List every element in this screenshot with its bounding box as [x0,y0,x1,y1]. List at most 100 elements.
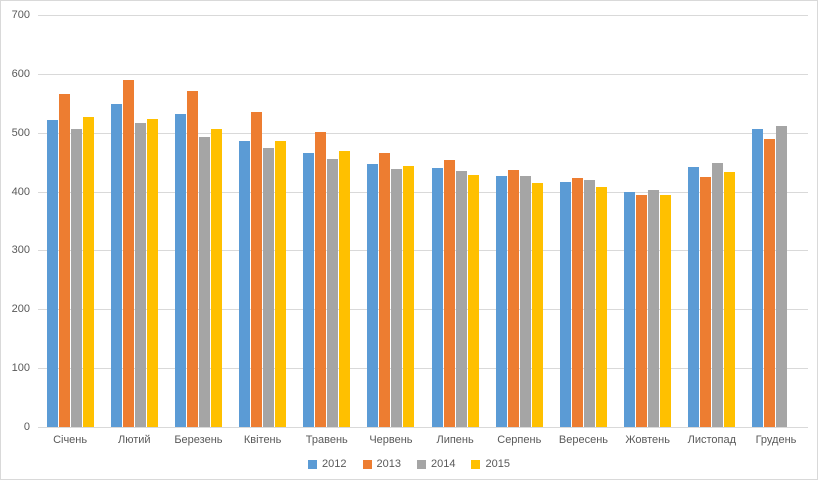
y-tick-label: 700 [11,9,30,21]
bar-2014 [327,159,339,427]
bar-2014 [776,126,788,427]
bar-2013 [379,152,391,427]
gridline-400 [38,191,808,193]
legend-label-2012: 2012 [322,458,347,470]
gridline-300 [38,250,808,252]
bar-2013 [764,139,776,427]
bar-2014 [134,122,146,427]
bar-2013 [507,170,519,427]
x-tick-label: Січень [53,434,88,446]
bar-group-Січень [38,15,102,427]
gridline-600 [38,73,808,75]
legend-item-2014: 2014 [417,457,455,471]
bar-2013 [186,90,198,427]
bar-2014 [198,136,210,427]
bar-2012 [559,181,571,427]
bar-2012 [624,191,636,427]
bar-group-Липень [423,15,487,427]
bar-2015 [146,118,158,427]
x-tick-label: Листопад [687,434,736,446]
gridline-100 [38,368,808,370]
y-tick-label: 600 [11,67,30,80]
legend-label-2013: 2013 [376,458,401,470]
y-tick-label: 100 [11,362,30,375]
bar-group-Вересень [551,15,615,427]
bar-group-Березень [166,15,230,427]
x-tick-label: Березень [174,434,223,446]
bar-2012 [688,167,700,427]
bar-group-Травень [295,15,359,427]
bar-group-Жовтень [616,15,680,427]
legend-marker-2014 [417,459,426,469]
bar-2014 [648,189,660,427]
bar-2012 [110,104,122,427]
bar-2015 [660,195,672,427]
x-tick-label: Лютий [117,434,151,446]
bar-group-Серпень [487,15,551,427]
bar-2014 [391,169,403,427]
gridline-700 [38,15,808,16]
bar-2013 [700,177,712,427]
gridline-500 [38,132,808,134]
y-tick-label: 0 [23,421,30,433]
bar-groups [38,15,808,427]
legend-marker-2013 [362,459,372,469]
bar-2013 [251,111,263,427]
y-tick-label: 200 [11,303,30,316]
bar-2015 [403,166,415,427]
x-tick-label: Травень [305,434,348,446]
bar-2015 [724,172,736,427]
bar-group-Червень [359,15,423,427]
bar-2015 [467,175,479,427]
bar-2014 [70,129,82,427]
bar-2013 [315,131,327,427]
bar-2015 [275,140,287,427]
legend: 2012 2013 2014 2015 [0,457,818,471]
bar-2014 [263,148,275,427]
legend-marker-2012 [308,459,318,469]
x-axis-labels: Січень Лютий Березень Квітень Травень Червень… [38,433,808,447]
bar-2013 [443,160,455,427]
bar-2012 [239,140,251,427]
bar-group-Грудень [744,15,808,427]
bar-2015 [210,128,222,427]
bar-2013 [571,178,583,427]
bar-2012 [495,175,507,427]
bar-2013 [636,195,648,427]
bar-group-Лютий [102,15,166,427]
legend-label-2015: 2015 [485,458,510,470]
legend-label-2014: 2014 [431,458,456,470]
bar-2012 [367,163,379,427]
legend-item-2013: 2013 [362,457,401,471]
y-tick-label: 400 [11,185,30,198]
bar-2014 [455,170,467,427]
legend-marker-2015 [471,459,481,469]
x-tick-label: Серпень [497,434,542,446]
legend-item-2015: 2015 [471,457,510,471]
x-tick-label: Квітень [243,434,282,446]
bar-2012 [752,129,764,427]
y-tick-label: 500 [11,126,30,139]
bar-2015 [82,117,94,427]
gridline-0 [38,427,808,428]
bar-group-Листопад [680,15,744,427]
plot-area [38,15,808,428]
gridlines [38,15,808,428]
bar-2013 [122,79,134,427]
gridline-200 [38,309,808,311]
bar-2015 [339,150,351,427]
bar-2012 [174,113,186,427]
x-tick-label: Грудень [755,434,797,446]
bar-2012 [46,119,58,427]
bar-group-Квітень [231,15,295,427]
x-tick-label: Вересень [558,434,609,446]
bar-2014 [583,180,595,427]
bar-2015 [595,186,607,427]
bar-2012 [303,152,315,427]
bar-2014 [519,175,531,427]
x-tick-label: Червень [369,434,413,446]
x-tick-label: Жовтень [625,434,670,446]
bar-2013 [58,94,70,427]
bar-2014 [712,162,724,427]
